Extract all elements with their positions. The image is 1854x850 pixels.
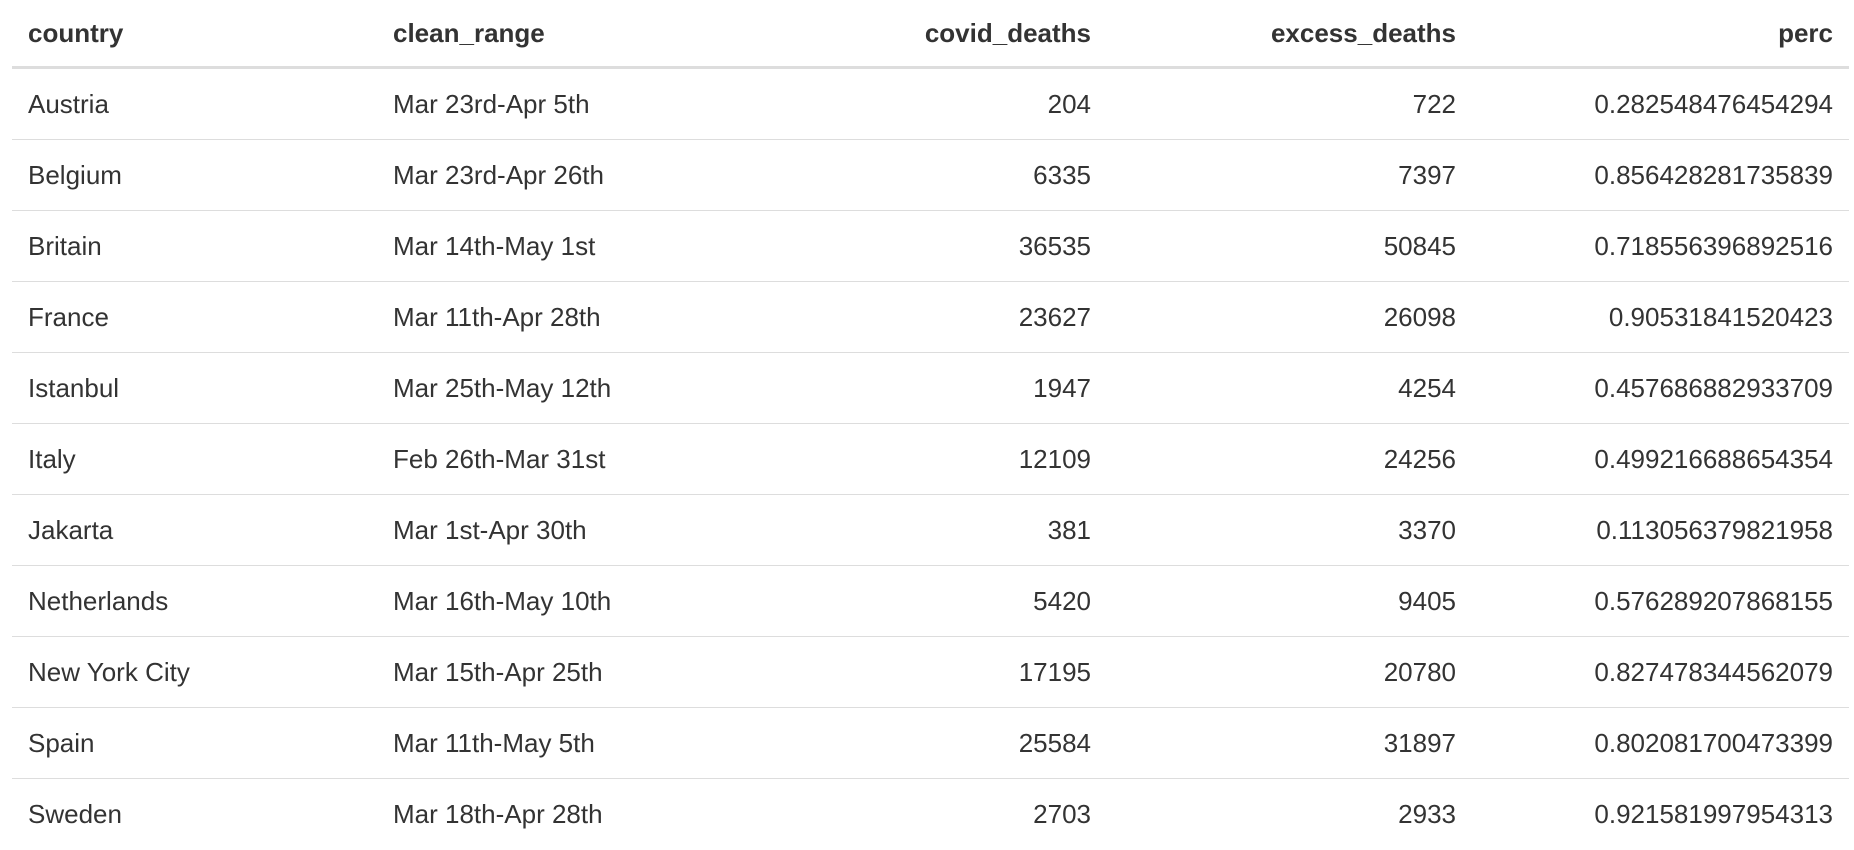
cell-country: Austria xyxy=(12,67,377,140)
header-row: country clean_range covid_deaths excess_… xyxy=(12,0,1849,69)
table-row: Spain Mar 11th-May 5th 25584 31897 0.802… xyxy=(12,707,1849,779)
cell-excess-deaths: 50845 xyxy=(1107,210,1472,282)
table-row: Belgium Mar 23rd-Apr 26th 6335 7397 0.85… xyxy=(12,139,1849,211)
cell-covid-deaths: 1947 xyxy=(742,352,1107,424)
cell-clean-range: Mar 16th-May 10th xyxy=(377,565,742,637)
cell-excess-deaths: 4254 xyxy=(1107,352,1472,424)
cell-country: Istanbul xyxy=(12,352,377,424)
cell-perc: 0.499216688654354 xyxy=(1472,423,1849,495)
cell-covid-deaths: 12109 xyxy=(742,423,1107,495)
cell-excess-deaths: 3370 xyxy=(1107,494,1472,566)
table-row: France Mar 11th-Apr 28th 23627 26098 0.9… xyxy=(12,281,1849,353)
column-header-excess-deaths: excess_deaths xyxy=(1107,0,1472,69)
cell-perc: 0.856428281735839 xyxy=(1472,139,1849,211)
cell-country: Belgium xyxy=(12,139,377,211)
table-row: Netherlands Mar 16th-May 10th 5420 9405 … xyxy=(12,565,1849,637)
cell-perc: 0.718556396892516 xyxy=(1472,210,1849,282)
cell-covid-deaths: 17195 xyxy=(742,636,1107,708)
table-row: Austria Mar 23rd-Apr 5th 204 722 0.28254… xyxy=(12,67,1849,140)
cell-clean-range: Mar 25th-May 12th xyxy=(377,352,742,424)
table-row: Jakarta Mar 1st-Apr 30th 381 3370 0.1130… xyxy=(12,494,1849,566)
cell-excess-deaths: 20780 xyxy=(1107,636,1472,708)
cell-perc: 0.113056379821958 xyxy=(1472,494,1849,566)
cell-perc: 0.282548476454294 xyxy=(1472,67,1849,140)
cell-covid-deaths: 204 xyxy=(742,67,1107,140)
cell-clean-range: Mar 15th-Apr 25th xyxy=(377,636,742,708)
cell-country: Italy xyxy=(12,423,377,495)
cell-excess-deaths: 722 xyxy=(1107,67,1472,140)
cell-perc: 0.802081700473399 xyxy=(1472,707,1849,779)
cell-excess-deaths: 31897 xyxy=(1107,707,1472,779)
data-table-container: country clean_range covid_deaths excess_… xyxy=(12,0,1849,849)
cell-country: Sweden xyxy=(28,798,122,829)
cell-excess-deaths: 9405 xyxy=(1107,565,1472,637)
cell-excess-deaths: 26098 xyxy=(1107,281,1472,353)
cell-covid-deaths: 6335 xyxy=(742,139,1107,211)
cell-clean-range: Feb 26th-Mar 31st xyxy=(377,423,742,495)
table-row: Italy Feb 26th-Mar 31st 12109 24256 0.49… xyxy=(12,423,1849,495)
cell-country: Netherlands xyxy=(12,565,377,637)
cell-covid-deaths: 5420 xyxy=(742,565,1107,637)
cell-covid-deaths: 381 xyxy=(742,494,1107,566)
cell-country: Jakarta xyxy=(12,494,377,566)
table-row: New York City Mar 15th-Apr 25th 17195 20… xyxy=(12,636,1849,708)
cell-clean-range: Mar 14th-May 1st xyxy=(377,210,742,282)
table-header: country clean_range covid_deaths excess_… xyxy=(12,0,1849,69)
cell-excess-deaths: 2933 xyxy=(1398,798,1456,829)
cell-perc: 0.90531841520423 xyxy=(1472,281,1849,353)
column-header-clean-range: clean_range xyxy=(377,0,742,69)
table-row: Britain Mar 14th-May 1st 36535 50845 0.7… xyxy=(12,210,1849,282)
cell-clean-range: Mar 11th-Apr 28th xyxy=(377,281,742,353)
cell-country: France xyxy=(12,281,377,353)
column-header-country: country xyxy=(12,0,377,69)
column-header-covid-deaths: covid_deaths xyxy=(742,0,1107,69)
table-row: Istanbul Mar 25th-May 12th 1947 4254 0.4… xyxy=(12,352,1849,424)
cell-clean-range: Mar 23rd-Apr 5th xyxy=(377,67,742,140)
cell-country: Spain xyxy=(12,707,377,779)
cell-covid-deaths: 23627 xyxy=(742,281,1107,353)
cell-clean-range: Mar 11th-May 5th xyxy=(377,707,742,779)
cell-clean-range: Mar 18th-Apr 28th xyxy=(393,798,603,829)
cell-covid-deaths: 2703 xyxy=(1033,798,1091,829)
cell-covid-deaths: 25584 xyxy=(742,707,1107,779)
table-body: Austria Mar 23rd-Apr 5th 204 722 0.28254… xyxy=(12,67,1849,850)
data-table: country clean_range covid_deaths excess_… xyxy=(12,0,1849,849)
cell-perc: 0.457686882933709 xyxy=(1472,352,1849,424)
cell-country: Britain xyxy=(12,210,377,282)
column-header-perc: perc xyxy=(1472,0,1849,69)
cell-perc: 0.827478344562079 xyxy=(1472,636,1849,708)
cell-perc: 0.921581997954313 xyxy=(1594,798,1833,829)
cell-excess-deaths: 7397 xyxy=(1107,139,1472,211)
cell-clean-range: Mar 23rd-Apr 26th xyxy=(377,139,742,211)
cell-perc: 0.576289207868155 xyxy=(1472,565,1849,637)
cell-country: New York City xyxy=(12,636,377,708)
cell-covid-deaths: 36535 xyxy=(742,210,1107,282)
table-row: Sweden Mar 18th-Apr 28th 2703 2933 0.921… xyxy=(12,779,1849,850)
cell-excess-deaths: 24256 xyxy=(1107,423,1472,495)
cell-clean-range: Mar 1st-Apr 30th xyxy=(377,494,742,566)
